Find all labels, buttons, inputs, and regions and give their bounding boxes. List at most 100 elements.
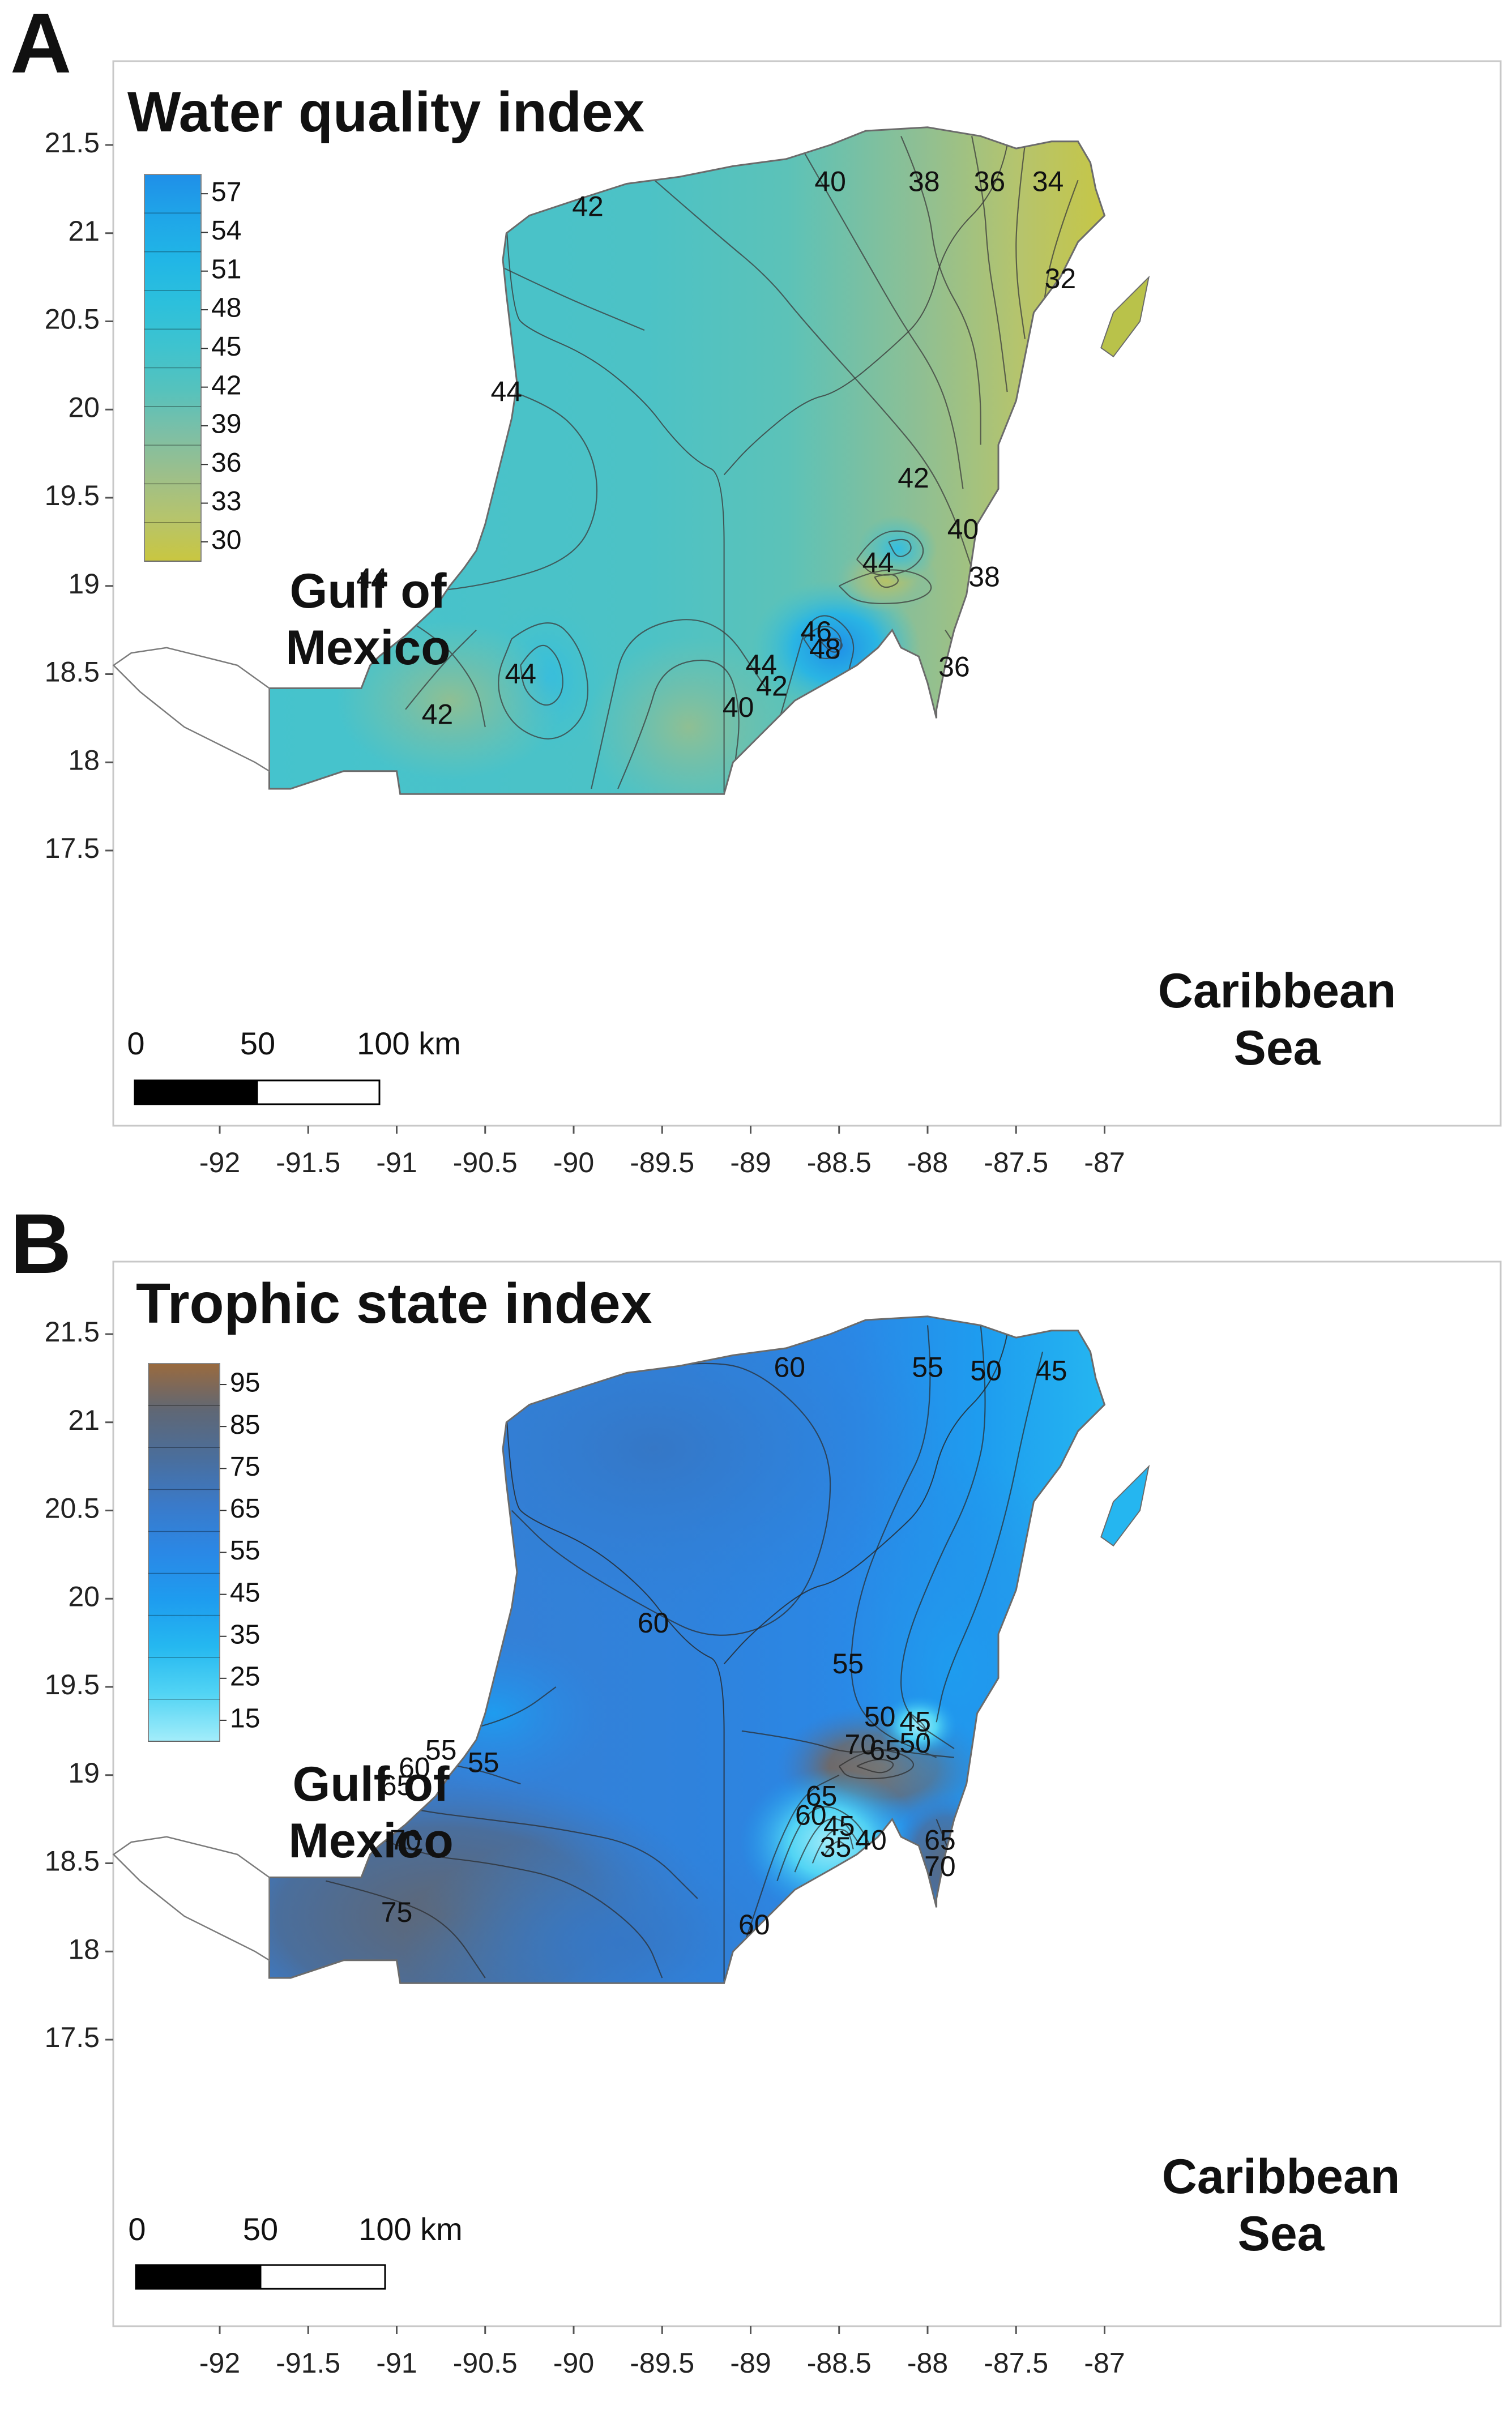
lat-tick-label: 20 — [68, 391, 100, 423]
lat-tick-label: 18.5 — [45, 1845, 100, 1877]
contour-label: 50 — [899, 1727, 931, 1759]
lon-tick-label: -91 — [376, 1147, 417, 1178]
lat-tick-label: 20 — [68, 1580, 100, 1612]
sea-label-line1: Caribbean — [1162, 2150, 1400, 2204]
lat-tick-label: 19 — [68, 1757, 100, 1789]
contour-label: 48 — [809, 633, 841, 665]
legend-label: 39 — [211, 409, 241, 439]
contour-label: 45 — [823, 1810, 855, 1841]
lon-tick-label: -90.5 — [453, 2347, 518, 2379]
axis-ticks: -92 -91.5 -91 -90.5 -90 -89.5 -89 -88.5 -88 -87.5… — [45, 1316, 1125, 2379]
legend-label: 55 — [230, 1536, 260, 1566]
axis-ticks: -92 -91.5 -91 -90.5 -90 -89.5 -89 -88.5 -88 -87.5… — [45, 127, 1125, 1178]
lon-tick-label: -90.5 — [453, 1147, 518, 1178]
sea-label-line2: Sea — [1237, 2207, 1325, 2261]
cozumel-island — [1100, 275, 1150, 358]
lon-tick-label: -87 — [1084, 2347, 1125, 2379]
lon-tick-label: -88 — [907, 1147, 948, 1178]
lat-tick-label: 20.5 — [45, 304, 100, 335]
contour-label: 34 — [1032, 166, 1064, 198]
contour-label: 44 — [745, 649, 777, 681]
contour-label: 70 — [924, 1851, 956, 1882]
contour-label: 70 — [844, 1729, 876, 1761]
lon-tick-label: -89 — [730, 1147, 771, 1178]
sea-label-line2: Sea — [1233, 1021, 1321, 1075]
contour-label: 50 — [864, 1700, 896, 1732]
contour-label: 55 — [912, 1352, 943, 1383]
tabasco-coastline — [112, 647, 270, 773]
gulf-label-line2: Mexico — [285, 621, 451, 675]
contour-label: 42 — [572, 190, 604, 222]
lat-tick-label: 21 — [68, 215, 100, 247]
contour-label: 50 — [970, 1355, 1002, 1387]
contour-label: 65 — [869, 1734, 901, 1766]
scale-label-zero: 0 — [127, 1025, 144, 1061]
lon-tick-label: -87.5 — [984, 1147, 1048, 1178]
gulf-label-line2: Mexico — [288, 1814, 454, 1868]
contour-label: 42 — [422, 698, 454, 730]
contour-label: 55 — [832, 1648, 864, 1680]
contour-label: 44 — [490, 375, 522, 407]
lat-tick-label: 21.5 — [45, 127, 100, 159]
contour-label: 40 — [947, 513, 979, 545]
contour-label: 60 — [399, 1752, 430, 1784]
contour-label: 42 — [898, 462, 929, 494]
legend-label: 15 — [230, 1704, 260, 1734]
contour-label: 70 — [390, 1824, 421, 1856]
contour-label: 44 — [356, 563, 388, 595]
lon-tick-label: -87.5 — [984, 2347, 1048, 2379]
scale-bar: 0 50 100 km — [127, 1025, 461, 1105]
contour-label: 60 — [795, 1800, 827, 1831]
contour-label: 38 — [968, 561, 1000, 592]
panel-trophic-state-index: 60 55 50 45 60 55 50 45 50 70 65 55 55 60 65 65 60 45 40 35… — [0, 1205, 1512, 2410]
scale-bar: 0 50 100 km — [128, 2211, 463, 2290]
contour-label: 40 — [814, 166, 846, 198]
contour-label: 40 — [855, 1824, 887, 1856]
lon-tick-label: -92 — [199, 1147, 240, 1178]
coastline — [268, 1315, 1106, 1984]
gulf-label-line1: Gulf of — [289, 564, 446, 618]
lon-tick-label: -92 — [199, 2347, 240, 2379]
contour-label: 36 — [938, 651, 970, 682]
contour-label: 44 — [862, 547, 894, 579]
lat-tick-label: 17.5 — [45, 832, 100, 864]
lat-tick-label: 19.5 — [45, 480, 100, 511]
lon-tick-label: -89 — [730, 2347, 771, 2379]
lon-tick-label: -88.5 — [807, 1147, 872, 1178]
lon-tick-label: -90 — [553, 1147, 594, 1178]
state-boundaries — [506, 144, 1008, 793]
legend-label: 42 — [211, 370, 241, 400]
lat-tick-label: 20.5 — [45, 1493, 100, 1524]
lon-tick-label: -89.5 — [630, 2347, 694, 2379]
tabasco-coastline — [112, 1836, 270, 1962]
contour-label: 42 — [756, 670, 788, 702]
legend-label: 48 — [211, 293, 241, 323]
contour-label: 60 — [738, 1909, 770, 1941]
gulf-label-line1: Gulf of — [292, 1757, 449, 1811]
contour-label: 60 — [774, 1352, 805, 1383]
legend-label: 30 — [211, 525, 241, 556]
contour-label: 40 — [723, 691, 754, 723]
lat-tick-label: 19 — [68, 568, 100, 600]
contour-label: 65 — [806, 1780, 838, 1811]
scale-label-end: 100 km — [357, 1025, 461, 1061]
contour-label: 35 — [820, 1831, 852, 1863]
contour-label: 45 — [899, 1706, 931, 1738]
lat-tick-label: 18.5 — [45, 656, 100, 688]
panel-letter: A — [10, 0, 71, 91]
lon-tick-label: -91.5 — [276, 1147, 340, 1178]
sea-label-line1: Caribbean — [1158, 964, 1396, 1018]
contour-label: 32 — [1045, 263, 1077, 294]
contour-label: 44 — [505, 658, 536, 690]
lon-tick-label: -91.5 — [276, 2347, 340, 2379]
scale-label-zero: 0 — [128, 2211, 146, 2247]
contour-label: 38 — [908, 166, 940, 198]
contour-label: 75 — [381, 1896, 413, 1928]
lat-tick-label: 17.5 — [45, 2022, 100, 2053]
legend-label: 45 — [211, 332, 241, 362]
coastline — [268, 126, 1106, 795]
map-title: Water quality index — [127, 80, 644, 144]
map-title: Trophic state index — [136, 1272, 652, 1335]
